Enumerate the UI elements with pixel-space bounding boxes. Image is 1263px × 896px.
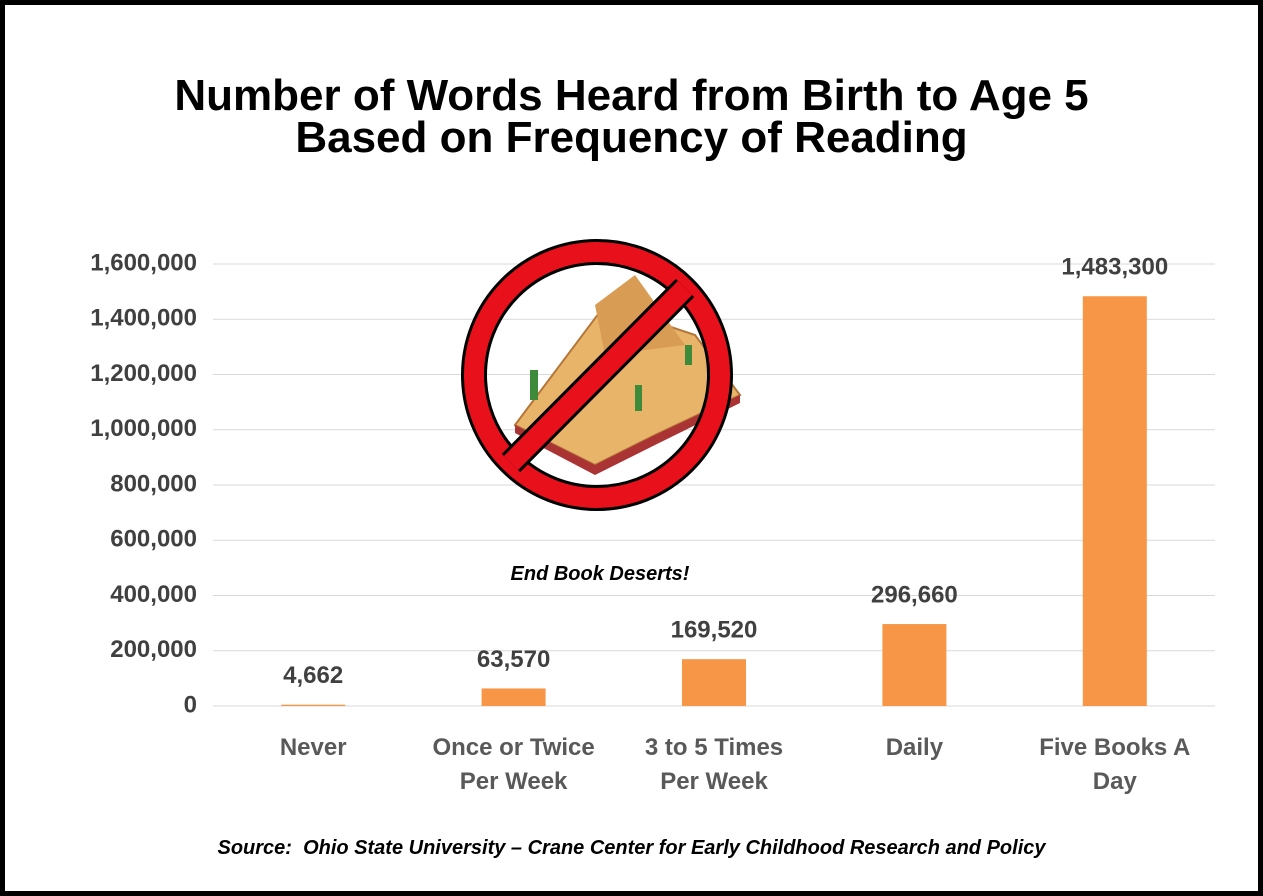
chart: 0 200,000 400,000 600,000 800,000 1,000,000 1,… [90,239,1215,718]
data-label: 4,662 [283,662,343,689]
y-tick-label: 1,200,000 [90,360,197,387]
source-note: Source: Ohio State University – Crane Ce… [217,837,1046,859]
y-tick-label: 200,000 [110,636,197,663]
y-tick-label: 400,000 [110,581,197,608]
annotation: End Book Deserts! [510,563,690,585]
bar [882,624,947,706]
data-label: 296,660 [871,581,958,608]
bar [682,659,746,706]
data-label: 1,483,300 [1061,254,1168,281]
y-tick-label: 800,000 [110,470,197,497]
y-tick-label: 1,000,000 [90,415,197,442]
y-tick-label: 1,400,000 [90,305,197,332]
bar [281,704,346,706]
x-tick-label: Once or Twice Per Week [432,734,595,795]
y-tick-label: 1,600,000 [90,249,197,276]
bar [481,688,546,706]
x-tick-label: Daily [885,734,944,761]
y-tick-label: 0 [184,691,197,718]
x-tick-label: Never [279,734,347,761]
x-tick-label: 3 to 5 Times Per Week [644,734,784,795]
no-book-deserts-icon [461,239,742,511]
chart-subtitle: Based on Frequency of Reading [295,113,968,162]
data-label: 63,570 [477,646,550,673]
x-tick-label: Five Books A Day [1039,734,1191,795]
data-label: 169,520 [671,617,758,644]
chart-title: Number of Words Heard from Birth to Age … [174,71,1089,120]
y-tick-label: 600,000 [110,526,197,553]
bar [1082,296,1147,706]
